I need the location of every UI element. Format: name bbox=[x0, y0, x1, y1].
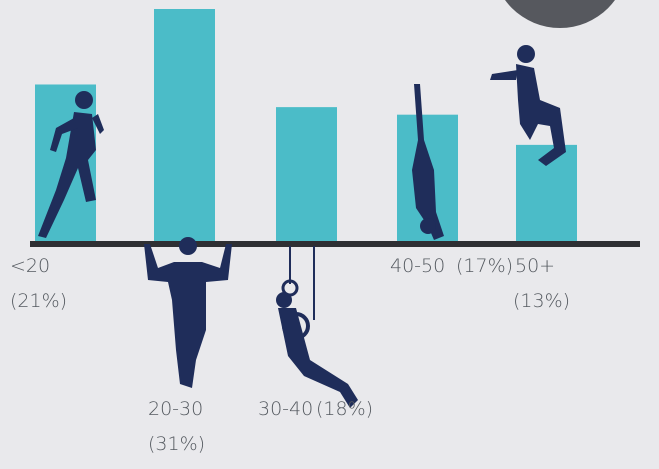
category-label: <20 bbox=[10, 255, 50, 277]
bar bbox=[276, 107, 337, 244]
category-label: 50+ bbox=[515, 255, 555, 277]
silhouette bbox=[412, 84, 444, 240]
value-label: (18%) bbox=[316, 398, 373, 420]
decor-circle bbox=[505, 0, 615, 28]
category-label: 30-40 bbox=[258, 398, 313, 420]
silhouette bbox=[144, 237, 232, 388]
value-label: (21%) bbox=[10, 290, 67, 312]
bar bbox=[154, 9, 215, 243]
silhouette bbox=[276, 246, 358, 408]
silhouettes bbox=[38, 45, 566, 408]
silhouette bbox=[490, 45, 566, 166]
category-label: 40-50 bbox=[390, 255, 445, 277]
silhouette bbox=[38, 91, 104, 238]
value-label: (13%) bbox=[513, 290, 570, 312]
value-label: (31%) bbox=[148, 433, 205, 455]
value-label: (17%) bbox=[456, 255, 513, 277]
category-label: 20-30 bbox=[148, 398, 203, 420]
